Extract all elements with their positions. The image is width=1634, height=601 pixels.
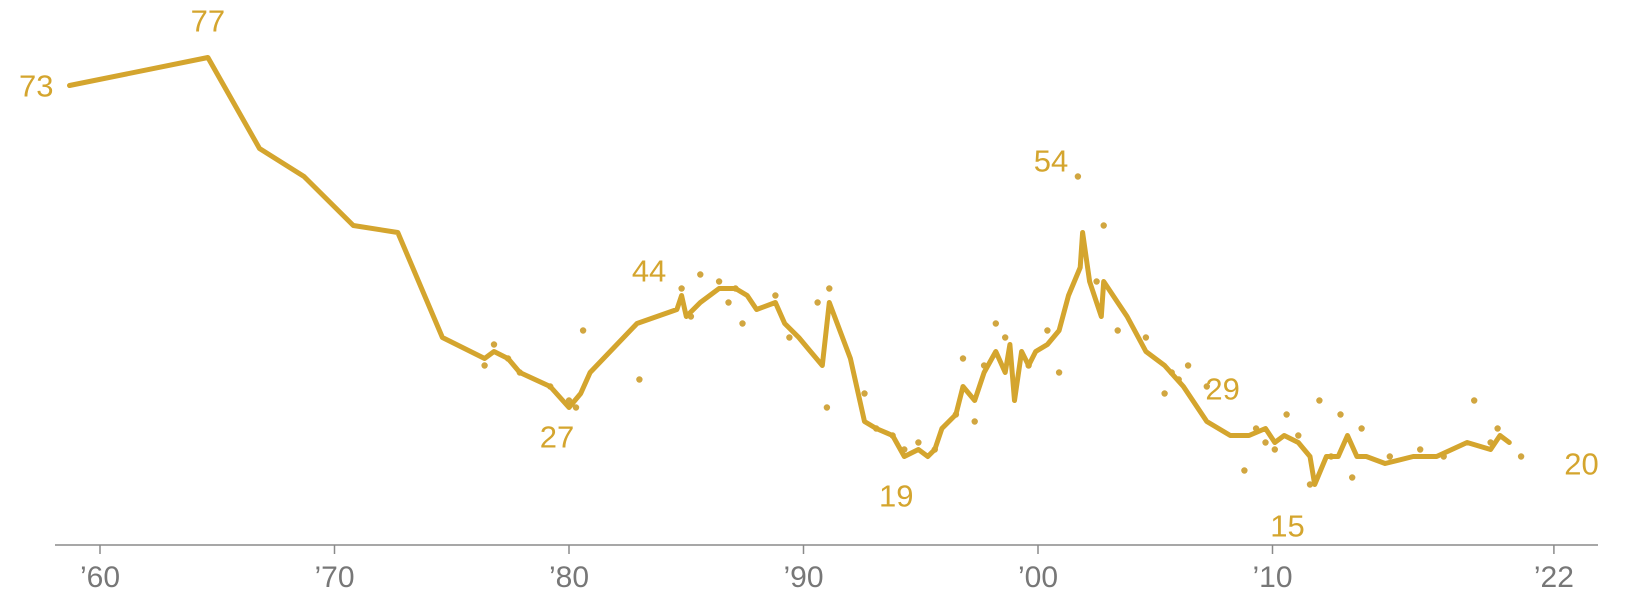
scatter-point [678, 285, 685, 292]
x-tick-label: ’80 [549, 561, 589, 594]
scatter-point [1203, 383, 1211, 390]
scatter-point [959, 355, 967, 362]
scatter-point [697, 271, 704, 278]
data-label-77: 77 [191, 4, 225, 39]
scatter-point [1093, 278, 1100, 285]
trend-line-group [67, 55, 1512, 487]
x-tick-label: ’10 [1252, 561, 1292, 594]
x-tick-label: ’60 [80, 561, 120, 594]
scatter-point [1306, 481, 1314, 488]
scatter-point [1100, 222, 1107, 229]
scatter-point [786, 334, 793, 341]
x-tick-label: ’22 [1534, 561, 1574, 594]
x-axis: ’60 ’70 ’80 ’90 ’00 ’10 ’22 [55, 544, 1598, 594]
scatter-point [1114, 327, 1121, 334]
scatter-point [1417, 446, 1424, 453]
scatter-point [1349, 474, 1356, 481]
scatter-point [725, 299, 732, 306]
x-tick-label: ’90 [783, 561, 823, 594]
scatter-point [1358, 425, 1365, 432]
scatter-point [1142, 334, 1150, 341]
scatter-point [739, 320, 746, 327]
data-label-73: 73 [19, 69, 53, 104]
scatter-point [579, 327, 587, 334]
scatter-points [481, 173, 1525, 488]
scatter-point [1283, 411, 1290, 418]
scatter-point [823, 404, 831, 411]
scatter-point [1055, 369, 1063, 376]
trend-line [67, 55, 1512, 487]
scatter-point [1241, 467, 1248, 474]
scatter-point [1494, 425, 1501, 432]
scatter-point [1295, 432, 1302, 439]
scatter-point [1471, 397, 1478, 404]
scatter-point [1002, 334, 1009, 341]
scatter-point [826, 285, 833, 292]
scatter-point [1386, 453, 1394, 460]
scatter-point [1074, 173, 1082, 180]
scatter-point [481, 362, 488, 369]
data-label-29: 29 [1205, 372, 1239, 407]
scatter-point [1517, 453, 1525, 460]
scatter-point [772, 292, 779, 299]
data-label-54: 54 [1034, 144, 1068, 179]
scatter-point [490, 341, 498, 348]
scatter-point [636, 376, 643, 383]
scatter-point [915, 439, 922, 446]
data-labels: 73 77 27 44 19 54 29 15 20 [19, 4, 1599, 544]
scatter-point [1044, 327, 1051, 334]
data-label-27: 27 [540, 420, 574, 455]
scatter-point [1337, 411, 1344, 418]
data-label-15: 15 [1270, 509, 1304, 544]
scatter-point [1161, 390, 1168, 397]
scatter-point [1184, 362, 1192, 369]
data-label-19: 19 [879, 479, 913, 514]
scatter-point [1262, 439, 1269, 446]
scatter-point [861, 390, 868, 397]
data-label-20: 20 [1564, 447, 1598, 482]
scatter-point [715, 278, 723, 285]
scatter-point [814, 299, 821, 306]
data-label-44: 44 [632, 254, 666, 289]
scatter-point [572, 404, 580, 411]
scatter-point [1316, 397, 1323, 404]
scatter-point [971, 418, 978, 425]
x-tick-label: ’00 [1018, 561, 1058, 594]
x-tick-label: ’70 [314, 561, 354, 594]
scatter-point [1271, 446, 1279, 453]
scatter-point [992, 320, 999, 327]
